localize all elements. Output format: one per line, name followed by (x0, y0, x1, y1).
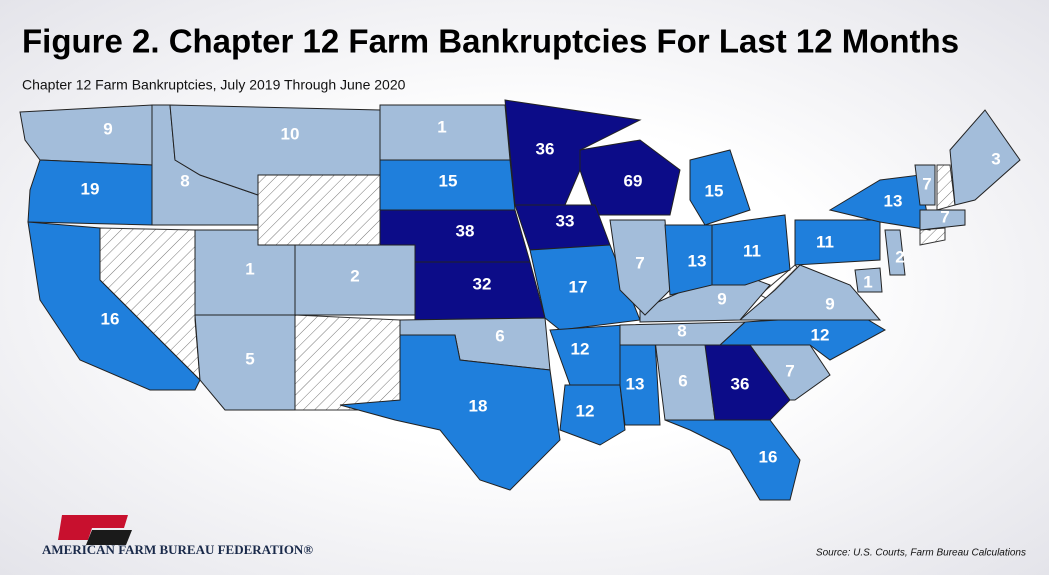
state (854, 267, 883, 293)
state (738, 264, 882, 321)
states (19, 99, 1021, 501)
state (19, 104, 153, 166)
no-data-states (99, 164, 956, 411)
state-value: 18 (469, 396, 488, 415)
title: Figure 2. Chapter 12 Farm Bankruptcies F… (22, 23, 959, 60)
source: Source: U.S. Courts, Farm Bureau Calcula… (816, 548, 1026, 559)
state-value: 16 (759, 447, 778, 466)
state (619, 321, 747, 346)
state-value: 13 (688, 251, 707, 270)
state-value: 2 (350, 266, 359, 285)
state (559, 384, 626, 446)
state-value: 1 (245, 259, 254, 278)
state-value: 32 (473, 274, 492, 293)
state-value: 11 (816, 232, 834, 251)
state-no-data (919, 227, 946, 246)
state-value: 5 (245, 349, 254, 368)
state-value: 12 (811, 325, 830, 344)
state-value: 17 (569, 277, 588, 296)
state (949, 109, 1021, 206)
state-value: 12 (571, 339, 590, 358)
state-value: 6 (495, 326, 504, 345)
state-value: 69 (624, 171, 643, 190)
logo-mark (86, 530, 132, 545)
state-no-data (257, 174, 381, 246)
state-value: 7 (922, 174, 931, 193)
state (194, 314, 296, 411)
subtitle: Chapter 12 Farm Bankruptcies, July 2019 … (22, 77, 406, 93)
state-value: 15 (705, 181, 724, 200)
state-no-data (294, 314, 401, 411)
state (914, 164, 936, 206)
organization: AMERICAN FARM BUREAU FEDERATION® (42, 542, 313, 557)
state-value: 1 (437, 117, 446, 136)
state-value: 12 (576, 401, 595, 420)
state (529, 244, 641, 331)
state-value: 6 (678, 371, 687, 390)
state (27, 159, 153, 226)
state-value: 13 (884, 191, 903, 210)
state-value: 33 (556, 211, 575, 230)
state-value: 7 (635, 253, 644, 272)
state-value: 10 (281, 124, 300, 143)
state-value: 13 (626, 374, 645, 393)
state (919, 209, 966, 231)
state-value: 19 (81, 179, 100, 198)
state-value: 36 (731, 374, 750, 393)
state (711, 214, 791, 286)
state (27, 221, 201, 391)
state-value: 15 (439, 171, 458, 190)
state-value: 16 (101, 309, 120, 328)
state-value: 9 (717, 289, 726, 308)
state-value: 9 (825, 294, 834, 313)
state (609, 219, 671, 316)
state-value: 8 (677, 321, 686, 340)
state-value: 1 (863, 272, 872, 291)
logo (58, 515, 132, 545)
state-value: 3 (991, 149, 1000, 168)
state (664, 419, 801, 501)
state-value: 7 (785, 361, 794, 380)
state-value: 36 (536, 139, 555, 158)
state (794, 219, 881, 266)
state (689, 149, 751, 226)
state-value: 9 (103, 119, 112, 138)
state (884, 229, 906, 276)
state-value: 38 (456, 221, 475, 240)
state-value: 2 (895, 247, 904, 266)
state-value: 8 (180, 171, 189, 190)
state (339, 334, 561, 491)
state-value: 11 (743, 241, 761, 260)
state (579, 139, 681, 216)
state-value: 7 (940, 207, 949, 226)
logo-mark (58, 515, 128, 540)
